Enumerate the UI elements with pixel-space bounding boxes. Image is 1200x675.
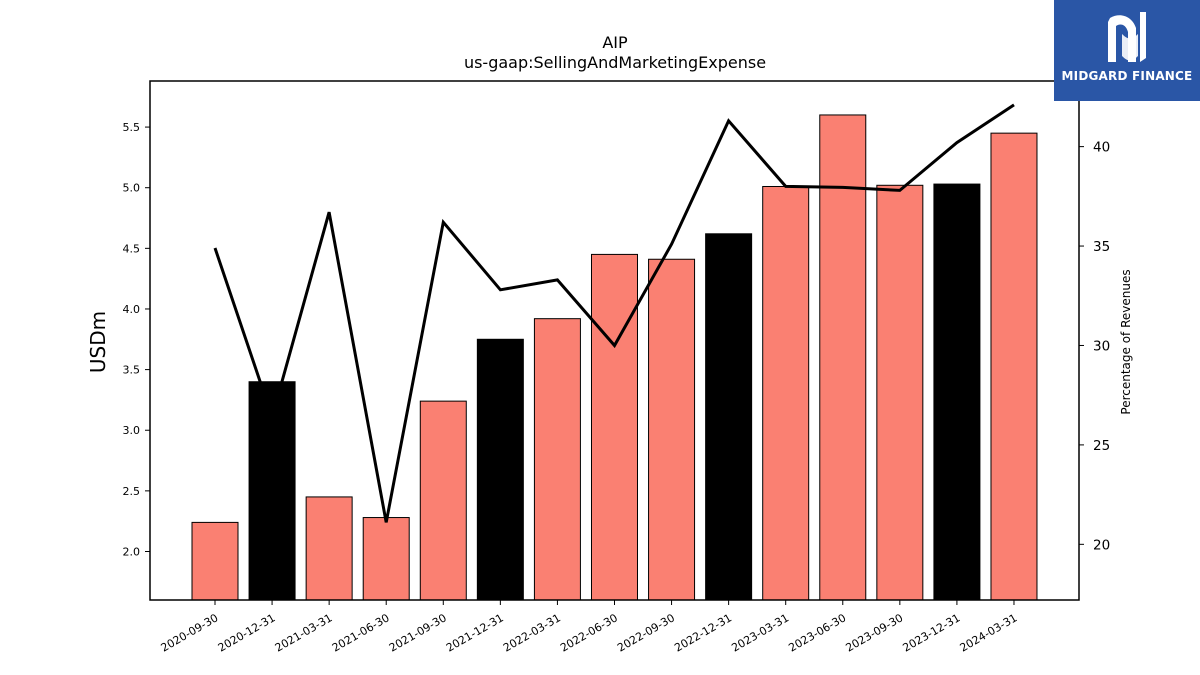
x-tick-label: 2022-03-31 [501, 611, 563, 654]
bar-2023-09-30 [876, 184, 924, 601]
x-tick-label: 2020-12-31 [216, 611, 278, 654]
bar-2023-12-31 [933, 183, 981, 601]
y-tick-label: 4.5 [123, 242, 141, 255]
x-tick-label: 2023-12-31 [901, 611, 963, 654]
bar-2022-09-30 [648, 258, 696, 601]
y-axis-label: USDm [86, 311, 110, 373]
y-tick-label: 3.5 [123, 364, 141, 377]
x-tick-label: 2022-12-31 [672, 611, 734, 654]
bars-group [191, 114, 1038, 601]
x-tick-label: 2023-09-30 [843, 611, 905, 654]
y2-tick-label: 40 [1093, 140, 1110, 156]
line-group [213, 103, 1015, 523]
percentage-line [213, 103, 1015, 523]
x-tick-label: 2023-03-31 [729, 611, 791, 654]
x-tick-label: 2024-03-31 [958, 611, 1020, 654]
y2-tick-label: 25 [1093, 438, 1110, 454]
x-tick-label: 2022-06-30 [558, 611, 620, 654]
x-tick-label: 2021-06-30 [330, 611, 392, 654]
chart-title: AIP [602, 33, 628, 52]
bar-2021-03-31 [305, 496, 353, 601]
bar-2020-09-30 [191, 521, 239, 601]
x-axis: 2020-09-302020-12-312021-03-312021-06-30… [159, 600, 1020, 655]
left-axis: 2.0 2.5 3.0 3.5 4.0 4.5 5.0 5.5 [123, 121, 150, 558]
bar-2023-03-31 [762, 185, 810, 601]
bar-2021-06-30 [362, 517, 410, 601]
bar-2022-12-31 [705, 233, 753, 601]
chart-subtitle: us-gaap:SellingAndMarketingExpense [464, 53, 766, 72]
bar-2024-03-31 [990, 132, 1038, 601]
bar-2022-06-30 [590, 253, 638, 601]
logo-text: MIDGARD FINANCE [1061, 69, 1193, 83]
y2-tick-label: 35 [1093, 239, 1110, 255]
y2-tick-label: 30 [1093, 338, 1110, 354]
bar-2022-03-31 [533, 318, 581, 601]
bar-2021-12-31 [476, 338, 524, 601]
y-tick-label: 3.0 [123, 424, 141, 437]
y-tick-label: 5.5 [123, 121, 141, 134]
right-axis: 20 25 30 35 40 [1079, 140, 1110, 553]
x-tick-label: 2020-09-30 [159, 611, 221, 654]
x-tick-label: 2021-03-31 [273, 611, 335, 654]
bar-2021-09-30 [419, 400, 467, 601]
x-tick-label: 2022-09-30 [615, 611, 677, 654]
y-tick-label: 4.0 [123, 303, 141, 316]
x-tick-label: 2023-06-30 [786, 611, 848, 654]
y-tick-label: 2.5 [123, 485, 141, 498]
bar-2023-06-30 [819, 114, 867, 601]
midgard-finance-logo: MIDGARD FINANCE [1054, 0, 1200, 101]
y-tick-label: 5.0 [123, 182, 141, 195]
y2-tick-label: 20 [1093, 537, 1110, 553]
midgard-logo-mark-icon [1108, 12, 1146, 63]
y2-axis-label: Percentage of Revenues [1119, 269, 1133, 414]
x-tick-label: 2021-12-31 [444, 611, 506, 654]
x-tick-label: 2021-09-30 [387, 611, 449, 654]
y-tick-label: 2.0 [123, 545, 141, 558]
